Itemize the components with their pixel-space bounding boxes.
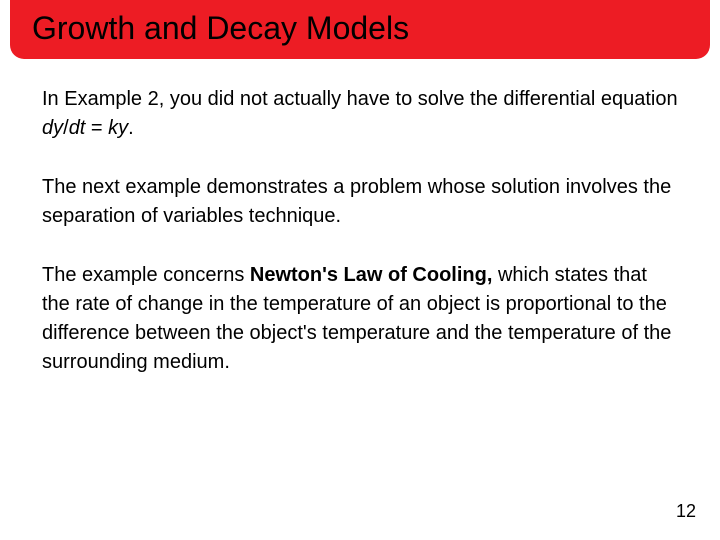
title-bar: Growth and Decay Models xyxy=(10,0,710,59)
equation-dy: dy xyxy=(42,117,63,139)
paragraph-1: In Example 2, you did not actually have … xyxy=(42,85,678,143)
para3-text1: The example concerns xyxy=(42,264,250,286)
para1-text2: = xyxy=(85,117,108,139)
content-area: In Example 2, you did not actually have … xyxy=(0,59,720,377)
newtons-law-bold: Newton's Law of Cooling, xyxy=(250,264,493,286)
equation-dt: dt xyxy=(69,117,86,139)
para1-text3: . xyxy=(128,117,134,139)
page-number: 12 xyxy=(676,501,696,522)
paragraph-2: The next example demonstrates a problem … xyxy=(42,173,678,231)
equation-ky: ky xyxy=(108,117,128,139)
page-title: Growth and Decay Models xyxy=(32,10,690,47)
para1-text1: In Example 2, you did not actually have … xyxy=(42,88,678,110)
paragraph-3: The example concerns Newton's Law of Coo… xyxy=(42,261,678,377)
